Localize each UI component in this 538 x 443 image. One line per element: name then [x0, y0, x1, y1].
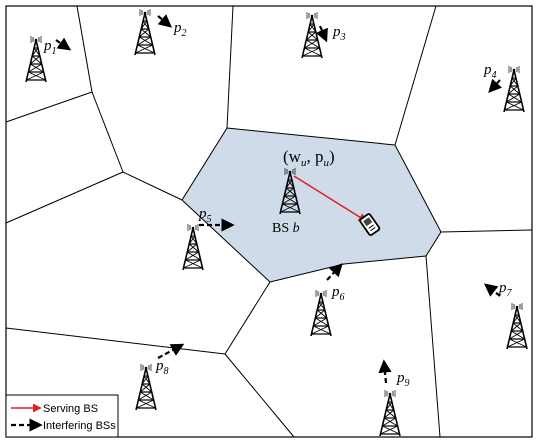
legend: Serving BS Interfering BSs [5, 394, 119, 438]
user-tuple-label: (wu, pu) [283, 147, 335, 169]
interferer-label-7: p7 [498, 280, 513, 299]
interfering-bs-6-tower-icon [310, 289, 332, 337]
legend-interfering-label: Interfering BSs [43, 420, 116, 432]
interferer-labels: p1 p2 p3 p4 p5 p6 p7 p8 p9 [43, 20, 513, 389]
interfering-bs-5-tower-icon [182, 223, 204, 271]
interferer-label-5: p5 [198, 206, 212, 225]
interferer-label-1: p1 [43, 38, 57, 57]
interfering-bs-2-tower-icon [134, 8, 156, 56]
serving-cell [182, 128, 441, 282]
legend-box [5, 394, 119, 438]
interfering-bs-8-tower-icon [135, 363, 157, 411]
interferer-label-3: p3 [332, 24, 346, 43]
user-device-icon [359, 213, 381, 236]
serving-link-arrow [293, 175, 368, 222]
legend-serving-label: Serving BS [43, 403, 98, 415]
interference-arrows [55, 14, 502, 384]
interfering-bs-9-tower-icon [379, 389, 401, 437]
interferer-label-6: p6 [331, 284, 345, 303]
interferer-label-4: p4 [483, 62, 497, 81]
interfering-bs-3-tower-icon [301, 11, 323, 59]
interferer-label-2: p2 [173, 20, 187, 39]
interferer-label-9: p9 [396, 370, 410, 389]
voronoi-edges [5, 5, 533, 438]
interfering-bs-1-tower-icon [25, 35, 47, 83]
interfering-bs-7-tower-icon [506, 302, 528, 350]
interferer-label-8: p8 [155, 358, 169, 377]
interfering-bs-4-tower-icon [503, 65, 525, 113]
serving-bs-label: BS b [272, 221, 300, 236]
